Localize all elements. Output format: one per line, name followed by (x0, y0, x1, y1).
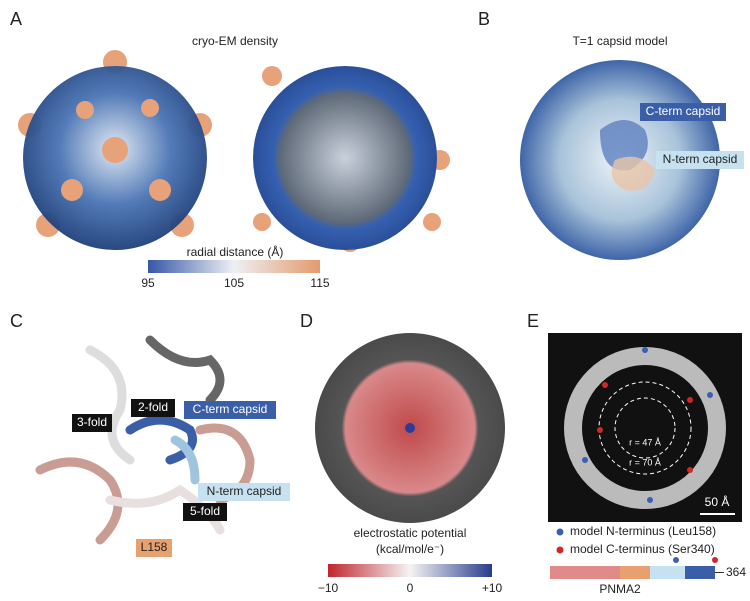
colorbar-units: (kcal/mol/e⁻) (376, 542, 444, 556)
axis-marker (405, 423, 415, 433)
legend-marker (556, 546, 564, 554)
annotation-box (72, 414, 112, 432)
annotation-box (198, 483, 290, 501)
protein-name: PNMA2 (599, 582, 641, 596)
annotation-box (640, 103, 726, 121)
domain-bar (550, 557, 724, 579)
radius-circle (614, 397, 676, 459)
annotation-box (136, 539, 172, 557)
colorbar (328, 564, 492, 577)
panel-title: cryo-EM density (192, 34, 278, 48)
panel-label: C (10, 311, 23, 331)
annotation: C-term capsid (646, 104, 721, 118)
annotation-box (656, 151, 744, 169)
annotation: 5-fold (190, 504, 220, 518)
colorbar-tick: −10 (318, 581, 339, 595)
colorbar-tick: +10 (482, 581, 503, 595)
density-map-surface (18, 50, 212, 250)
legend-entry: model N-terminus (Leu158) (570, 524, 716, 538)
legend-entry: model C-terminus (Ser340) (570, 542, 715, 556)
annotation-box (131, 399, 175, 417)
annotation-box (184, 401, 276, 419)
colorbar (148, 260, 320, 273)
colorbar-label: radial distance (Å) (187, 244, 284, 259)
colorbar-tick: 115 (310, 276, 329, 290)
domain-end: 364 (726, 565, 746, 579)
panel-title: T=1 capsid model (572, 34, 667, 48)
annotation: N-term capsid (207, 484, 282, 498)
density-ring (564, 347, 726, 509)
panel-label: A (10, 9, 22, 29)
panel-label: B (478, 9, 490, 29)
scale-label: 50 Å (705, 494, 730, 509)
annotation: C-term capsid (193, 402, 268, 416)
annotation-box (183, 503, 227, 521)
colorbar-tick: 105 (224, 276, 244, 290)
annotation: r = 70 Å (629, 457, 661, 467)
n-term-domain (611, 156, 655, 191)
colorbar-tick: 0 (407, 581, 414, 595)
legend-marker (556, 528, 564, 536)
annotation: 3-fold (77, 415, 107, 429)
density-map-section (253, 66, 450, 252)
radius-circle (598, 381, 692, 475)
colorbar-label: electrostatic potential (354, 526, 467, 540)
colorbar-tick: 95 (141, 276, 155, 290)
annotation: N-term capsid (663, 152, 738, 166)
annotation: L158 (141, 540, 168, 554)
terminus-markers (582, 347, 713, 503)
annotation: r = 47 Å (629, 437, 661, 447)
annotation: 2-fold (138, 400, 168, 414)
panel-label: D (300, 311, 313, 331)
panel-label: E (527, 311, 539, 331)
